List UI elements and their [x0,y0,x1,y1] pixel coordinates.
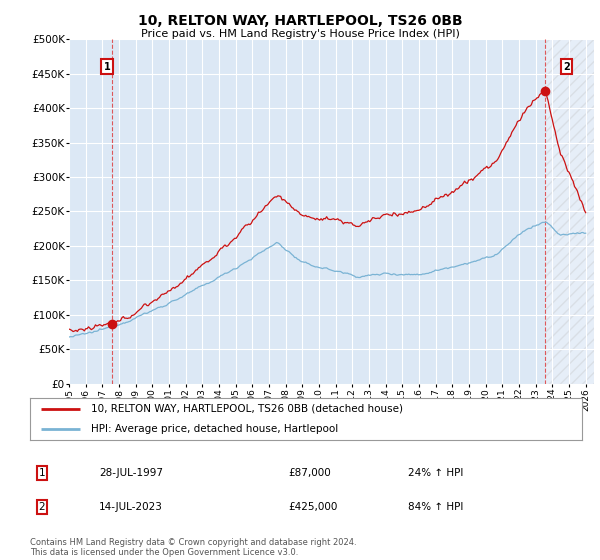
Text: £87,000: £87,000 [288,468,331,478]
Text: 2: 2 [563,62,570,72]
Text: 2: 2 [38,502,46,512]
Text: 84% ↑ HPI: 84% ↑ HPI [408,502,463,512]
Text: 10, RELTON WAY, HARTLEPOOL, TS26 0BB: 10, RELTON WAY, HARTLEPOOL, TS26 0BB [137,14,463,28]
Text: HPI: Average price, detached house, Hartlepool: HPI: Average price, detached house, Hart… [91,424,338,434]
Text: 1: 1 [103,62,110,72]
Text: 24% ↑ HPI: 24% ↑ HPI [408,468,463,478]
Bar [545,39,594,384]
Text: 14-JUL-2023: 14-JUL-2023 [99,502,163,512]
Text: 10, RELTON WAY, HARTLEPOOL, TS26 0BB (detached house): 10, RELTON WAY, HARTLEPOOL, TS26 0BB (de… [91,404,403,414]
Text: £425,000: £425,000 [288,502,337,512]
Text: 28-JUL-1997: 28-JUL-1997 [99,468,163,478]
Text: Price paid vs. HM Land Registry's House Price Index (HPI): Price paid vs. HM Land Registry's House … [140,29,460,39]
Text: 1: 1 [38,468,46,478]
Text: Contains HM Land Registry data © Crown copyright and database right 2024.
This d: Contains HM Land Registry data © Crown c… [30,538,356,557]
